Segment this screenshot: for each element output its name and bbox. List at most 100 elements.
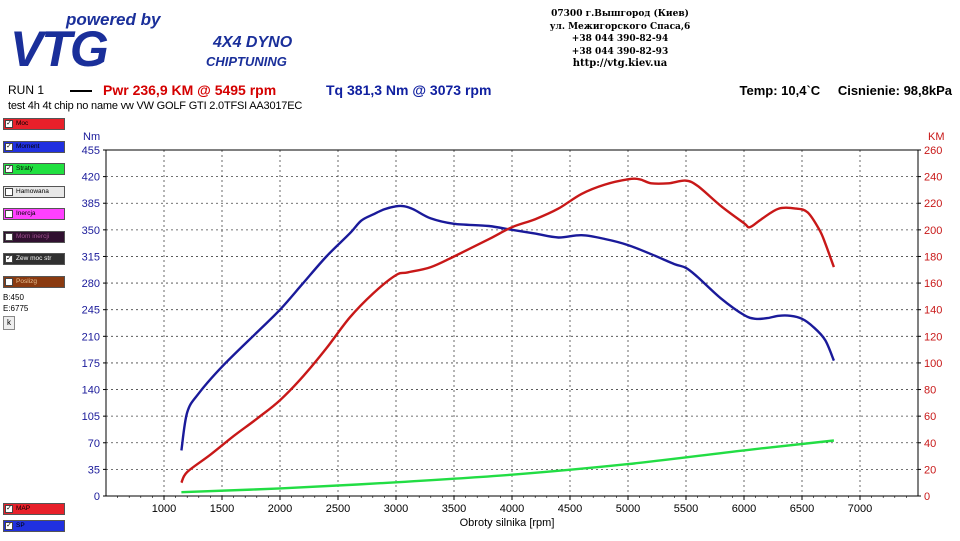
checkbox-hamowana[interactable] — [5, 187, 13, 196]
x-tick-label: 1000 — [152, 503, 176, 515]
series-line-straty — [181, 439, 835, 494]
checkbox-moment[interactable]: ✓ — [5, 142, 13, 151]
run-info: RUN 1 Pwr 236,9 KM @ 5495 rpm Tq 381,3 N… — [8, 82, 952, 100]
y-tick-left-label: 175 — [82, 358, 100, 370]
legend-moment-label: Moment — [16, 142, 40, 150]
legend-moc-label: Moc — [16, 120, 29, 127]
checkbox-mom-inercji[interactable] — [5, 232, 13, 241]
power-readout: Pwr 236,9 KM @ 5495 rpm — [103, 82, 277, 98]
y-tick-left-label: 315 — [82, 251, 100, 263]
b-value: B:450 — [3, 293, 24, 302]
x-tick-label: 4000 — [500, 503, 524, 515]
logo-line2: CHIPTUNING — [206, 54, 287, 69]
x-tick-label: 6500 — [790, 503, 814, 515]
legend-map[interactable]: ✓ MAP — [3, 503, 65, 515]
y-tick-left-label: 105 — [82, 411, 100, 423]
y-tick-left-label: 70 — [88, 438, 100, 450]
logo-line1: 4X4 DYNO — [212, 34, 293, 51]
contact-address: 07300 г.Вышгород (Киев) — [551, 9, 689, 19]
checkbox-straty[interactable]: ✓ — [5, 165, 13, 173]
x-tick-label: 4500 — [558, 503, 582, 515]
y-tick-left-label: 0 — [94, 491, 100, 503]
legend-straty[interactable]: ✓ Straty — [3, 163, 65, 175]
legend-zew-moc-label: Zew moc str — [16, 255, 52, 262]
x-tick-label: 2500 — [326, 503, 350, 515]
legend-mom-inercji[interactable]: Mom inercji — [3, 230, 65, 243]
legend-sp[interactable]: ✓ SP — [3, 520, 65, 532]
x-tick-label: 5000 — [616, 503, 640, 515]
legend-zew-moc[interactable]: ✓ Zew moc str — [3, 253, 65, 265]
checkbox-inercja[interactable] — [5, 210, 13, 218]
y-tick-right-label: 180 — [924, 251, 942, 263]
checkbox-map[interactable]: ✓ — [5, 505, 13, 513]
y-tick-right-label: 240 — [924, 172, 942, 184]
legend-moment[interactable]: ✓ Moment — [3, 140, 65, 153]
pressure-readout: Cisnienie: 98,8kPa — [837, 83, 952, 98]
torque-readout: Tq 381,3 Nm @ 3073 rpm — [326, 82, 492, 98]
x-tick-label: 6000 — [732, 503, 756, 515]
y-tick-left-label: 140 — [82, 385, 100, 397]
series-line-moc — [180, 177, 836, 484]
series-sidebar: ✓ Moc ✓ Moment ✓ Straty Hamowana Inercja… — [3, 118, 67, 330]
checkbox-zew-moc[interactable]: ✓ — [5, 255, 13, 263]
y-axis-label-left: Nm — [83, 131, 100, 143]
x-tick-label: 1500 — [210, 503, 234, 515]
temperature-readout: Temp: 10,4`C — [739, 83, 821, 98]
logo-brand: VTG — [10, 21, 108, 70]
dyno-chart-svg: 0 35 70 105 140 175 210 245 280 315 350 385 420 455 0 2… — [82, 131, 945, 529]
axes: 0 35 70 105 140 175 210 245 280 315 350 385 420 455 0 2… — [82, 145, 943, 515]
legend-straty-label: Straty — [16, 165, 33, 172]
contact-url: http://vtg.kiev.ua — [572, 58, 668, 69]
y-tick-right-label: 220 — [924, 198, 942, 210]
series — [180, 177, 836, 494]
k-button[interactable]: k — [3, 316, 15, 330]
legend-hamowana[interactable]: Hamowana — [3, 185, 65, 198]
y-tick-left-label: 350 — [82, 225, 100, 237]
legend-inercja-label: Inercja — [16, 210, 36, 217]
x-axis-label: Obroty silnika [rpm] — [460, 517, 555, 529]
y-tick-left-label: 385 — [82, 198, 100, 210]
dyno-chart: 0 35 70 105 140 175 210 245 280 315 350 385 420 455 0 2… — [70, 126, 954, 536]
y-tick-left-label: 455 — [82, 145, 100, 157]
checkbox-moc[interactable]: ✓ — [5, 120, 13, 128]
x-tick-label: 2000 — [268, 503, 292, 515]
contact-street: ул. Межигорского Спаса,6 — [549, 21, 691, 32]
y-tick-left-label: 35 — [88, 464, 100, 476]
y-tick-left-label: 280 — [82, 278, 100, 290]
legend-mom-inercji-label: Mom inercji — [16, 232, 50, 240]
contact-phone-1: +38 044 390-82-94 — [571, 34, 669, 44]
legend-hamowana-label: Hamowana — [16, 187, 49, 195]
y-tick-right-label: 200 — [924, 225, 942, 237]
legend-map-label: MAP — [16, 505, 31, 512]
bottom-legend: ✓ MAP ✓ SP — [3, 503, 67, 537]
y-axis-label-right: KM — [928, 131, 945, 143]
y-tick-right-label: 20 — [924, 464, 936, 476]
series-line-moment — [180, 204, 836, 451]
y-tick-right-label: 260 — [924, 145, 942, 157]
y-tick-right-label: 60 — [924, 411, 936, 423]
legend-poslizg[interactable]: Poslizg — [3, 275, 65, 288]
legend-moc[interactable]: ✓ Moc — [3, 118, 65, 130]
x-tick-label: 3500 — [442, 503, 466, 515]
run-label: RUN 1 — [8, 83, 45, 97]
run-line-marker — [70, 90, 92, 92]
y-tick-left-label: 420 — [82, 172, 100, 184]
y-tick-right-label: 120 — [924, 331, 942, 343]
y-tick-right-label: 160 — [924, 278, 942, 290]
y-tick-right-label: 100 — [924, 358, 942, 370]
e-value: E:6775 — [3, 304, 29, 313]
y-tick-left-label: 245 — [82, 305, 100, 317]
contact-block: 07300 г.Вышгород (Киев) ул. Межигорского… — [540, 8, 700, 71]
y-tick-left-label: 210 — [82, 331, 100, 343]
y-tick-right-label: 140 — [924, 305, 942, 317]
legend-inercja[interactable]: Inercja — [3, 208, 65, 220]
x-tick-label: 5500 — [674, 503, 698, 515]
environment-readout: Temp: 10,4`C Cisnienie: 98,8kPa — [740, 83, 952, 98]
vtg-logo: powered by VTG 4X4 DYNO CHIPTUNING — [8, 8, 308, 77]
y-tick-right-label: 80 — [924, 385, 936, 397]
legend-sp-label: SP — [16, 522, 25, 529]
y-tick-right-label: 40 — [924, 438, 936, 450]
checkbox-sp[interactable]: ✓ — [5, 522, 13, 530]
x-tick-label: 3000 — [384, 503, 408, 515]
checkbox-poslizg[interactable] — [5, 277, 13, 286]
